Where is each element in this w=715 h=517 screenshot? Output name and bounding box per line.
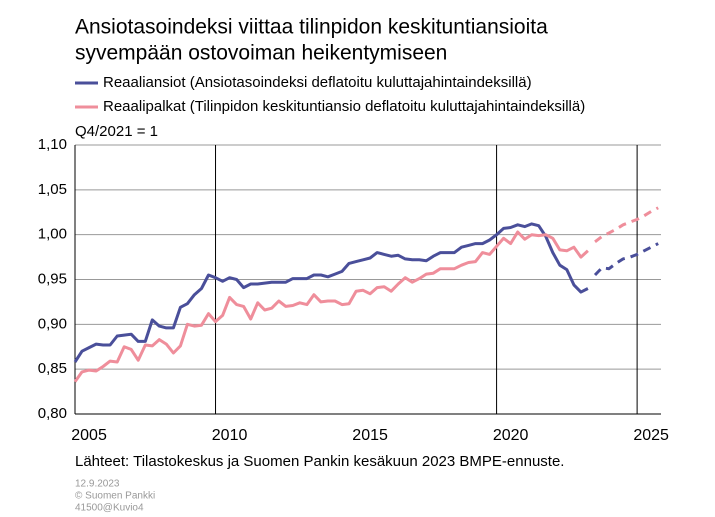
series-line <box>73 222 589 363</box>
series-line <box>73 230 589 383</box>
x-tick-label: 2020 <box>493 427 529 444</box>
source: Lähteet: Tilastokeskus ja Suomen Pankin … <box>75 453 564 470</box>
y-tick-label: 0,80 <box>38 405 67 422</box>
legend-label: Reaaliansiot (Ansiotasoindeksi deflatoit… <box>103 74 532 91</box>
chart-title: syvempään ostovoiman heikentymiseen <box>75 42 447 65</box>
footer: © Suomen Pankki <box>75 491 155 502</box>
forecast-line <box>594 206 659 243</box>
y-tick-label: 1,10 <box>38 136 67 153</box>
footer: 12.9.2023 <box>75 479 120 490</box>
x-tick-label: 2015 <box>352 427 388 444</box>
y-tick-label: 0,85 <box>38 360 67 377</box>
y-tick-label: 1,00 <box>38 226 67 243</box>
annotation: Q4/2021 = 1 <box>75 123 158 140</box>
x-tick-label: 2005 <box>71 427 107 444</box>
legend-label: Reaalipalkat (Tilinpidon keskituntiansio… <box>103 98 585 115</box>
y-tick-label: 1,05 <box>38 181 67 198</box>
forecast-line <box>593 242 659 277</box>
x-tick-label: 2025 <box>633 427 669 444</box>
footer: 41500@Kuvio4 <box>75 503 144 514</box>
x-tick-label: 2010 <box>212 427 248 444</box>
y-tick-label: 0,90 <box>38 315 67 332</box>
y-tick-label: 0,95 <box>38 270 67 287</box>
chart-title: Ansiotasoindeksi viittaa tilinpidon kesk… <box>75 16 548 39</box>
